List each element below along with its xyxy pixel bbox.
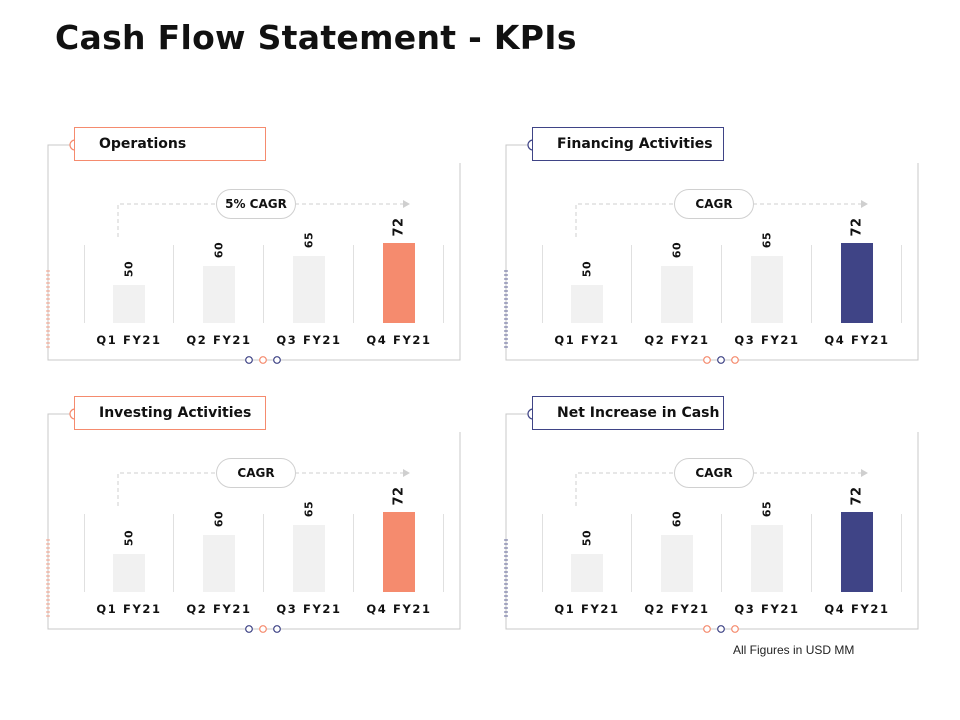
frame-line (505, 144, 919, 361)
panel-title: Financing Activities (532, 127, 724, 161)
page-title: Cash Flow Statement - KPIs (55, 18, 577, 57)
pagination-dots (245, 356, 281, 364)
tick-ruler (46, 270, 50, 348)
bar-column (812, 514, 902, 592)
category-label: Q2 FY21 (644, 333, 710, 347)
bar (383, 512, 415, 592)
cagr-badge: 5% CAGR (216, 189, 296, 219)
pagination-dots (245, 625, 281, 633)
bar-column (542, 245, 632, 323)
bar (751, 525, 783, 592)
bar-column (84, 245, 174, 323)
kpi-panel-2: Financing Activities CAGR 50 Q1 FY21 60 Q2 FY… (504, 127, 926, 377)
kpi-panel-1: Operations 5% CAGR 50 Q1 FY21 60 Q2 FY21 65 Q3 … (46, 127, 468, 377)
dashed-arrow-line (117, 472, 403, 506)
bar-column (174, 245, 264, 323)
category-label: Q4 FY21 (366, 333, 432, 347)
dashed-arrow-line (117, 203, 403, 237)
bar-column (812, 245, 902, 323)
tick-ruler (504, 270, 508, 348)
bar (841, 243, 873, 323)
category-label: Q1 FY21 (96, 602, 162, 616)
bar (383, 243, 415, 323)
bar (571, 285, 603, 323)
category-label: Q3 FY21 (276, 602, 342, 616)
kpi-panel-4: Net Increase in Cash CAGR 50 Q1 FY21 60 Q2 FY… (504, 396, 926, 646)
bar (571, 554, 603, 592)
pagination-dots (703, 625, 739, 633)
bar-column (264, 514, 354, 592)
kpi-panel-3: Investing Activities CAGR 50 Q1 FY21 60 Q2 FY… (46, 396, 468, 646)
bar (293, 256, 325, 323)
bar (113, 554, 145, 592)
tick-ruler (504, 539, 508, 617)
cagr-badge: CAGR (674, 189, 754, 219)
footnote: All Figures in USD MM (733, 643, 855, 657)
arrow-head-icon (861, 469, 868, 477)
dashed-arrow-line (575, 472, 861, 506)
bar-column (632, 514, 722, 592)
panel-title: Operations (74, 127, 266, 161)
category-label: Q2 FY21 (186, 333, 252, 347)
category-label: Q4 FY21 (366, 602, 432, 616)
bar (203, 266, 235, 323)
category-label: Q1 FY21 (96, 333, 162, 347)
bar-chart: 50 Q1 FY21 60 Q2 FY21 65 Q3 FY21 72 Q4 FY21 (542, 217, 904, 347)
category-label: Q3 FY21 (276, 333, 342, 347)
category-label: Q1 FY21 (554, 333, 620, 347)
cagr-badge: CAGR (216, 458, 296, 488)
frame-line (47, 413, 461, 630)
bar-column (354, 245, 444, 323)
bar (203, 535, 235, 592)
bar (841, 512, 873, 592)
category-label: Q4 FY21 (824, 333, 890, 347)
cagr-badge: CAGR (674, 458, 754, 488)
dashed-arrow-line (575, 203, 861, 237)
bar (661, 535, 693, 592)
bar-chart: 50 Q1 FY21 60 Q2 FY21 65 Q3 FY21 72 Q4 FY21 (84, 217, 446, 347)
category-label: Q3 FY21 (734, 333, 800, 347)
bar-column (174, 514, 264, 592)
arrow-head-icon (403, 200, 410, 208)
bar (113, 285, 145, 323)
frame-line (505, 413, 919, 630)
panel-frame (46, 408, 461, 633)
bar-column (84, 514, 174, 592)
category-label: Q4 FY21 (824, 602, 890, 616)
bar (661, 266, 693, 323)
category-label: Q2 FY21 (186, 602, 252, 616)
category-label: Q2 FY21 (644, 602, 710, 616)
arrow-head-icon (403, 469, 410, 477)
bar-chart: 50 Q1 FY21 60 Q2 FY21 65 Q3 FY21 72 Q4 FY21 (84, 486, 446, 616)
panel-title: Investing Activities (74, 396, 266, 430)
arrow-head-icon (861, 200, 868, 208)
tick-ruler (46, 539, 50, 617)
bar-column (354, 514, 444, 592)
frame-line (47, 144, 461, 361)
bar-column (722, 245, 812, 323)
bar-chart: 50 Q1 FY21 60 Q2 FY21 65 Q3 FY21 72 Q4 FY21 (542, 486, 904, 616)
bar (751, 256, 783, 323)
bar-column (542, 514, 632, 592)
category-label: Q1 FY21 (554, 602, 620, 616)
panel-title: Net Increase in Cash (532, 396, 724, 430)
pagination-dots (703, 356, 739, 364)
bar-column (722, 514, 812, 592)
bar (293, 525, 325, 592)
bar-column (632, 245, 722, 323)
category-label: Q3 FY21 (734, 602, 800, 616)
bar-column (264, 245, 354, 323)
